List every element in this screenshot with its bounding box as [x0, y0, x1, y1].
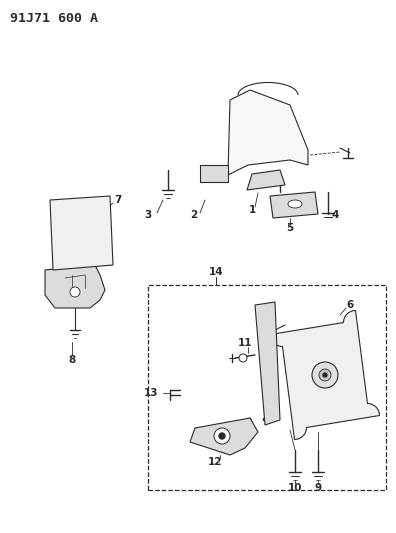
Polygon shape	[228, 90, 308, 175]
Text: 3: 3	[145, 210, 152, 220]
Text: 4: 4	[331, 210, 339, 220]
Circle shape	[323, 373, 327, 377]
Circle shape	[319, 369, 331, 381]
Polygon shape	[45, 265, 105, 308]
Polygon shape	[270, 192, 318, 218]
Text: 5: 5	[286, 223, 293, 233]
Polygon shape	[255, 302, 280, 425]
Circle shape	[239, 354, 247, 362]
Polygon shape	[190, 418, 258, 455]
Text: 11: 11	[238, 338, 252, 348]
Circle shape	[219, 433, 225, 439]
Polygon shape	[200, 165, 228, 182]
Text: 91J71 600 A: 91J71 600 A	[10, 12, 98, 25]
Polygon shape	[270, 311, 379, 440]
Circle shape	[70, 287, 80, 297]
Text: 7: 7	[114, 195, 122, 205]
Text: 9: 9	[314, 483, 322, 493]
Circle shape	[214, 428, 230, 444]
Text: 8: 8	[69, 355, 76, 365]
Text: 1: 1	[248, 205, 256, 215]
Text: 2: 2	[190, 210, 198, 220]
Circle shape	[312, 362, 338, 388]
Polygon shape	[247, 170, 285, 190]
Text: 14: 14	[209, 267, 223, 277]
Text: 12: 12	[208, 457, 222, 467]
Text: 6: 6	[346, 300, 354, 310]
Bar	[148, 285, 386, 490]
Ellipse shape	[288, 200, 302, 208]
Polygon shape	[50, 196, 113, 270]
Text: 10: 10	[288, 483, 302, 493]
Text: 13: 13	[143, 388, 158, 398]
